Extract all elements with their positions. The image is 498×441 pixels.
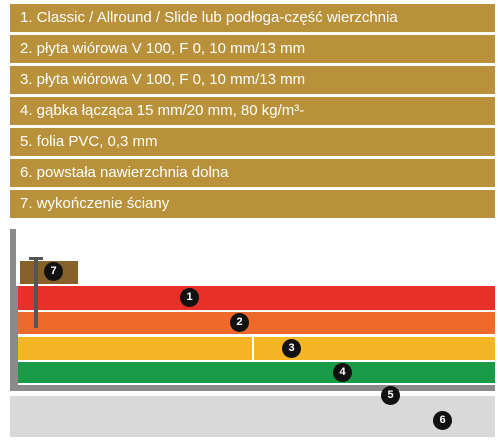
- legend-item-7: 7. wykończenie ściany: [10, 190, 495, 218]
- layer-5-pvc-foil-upturn: [16, 286, 18, 385]
- legend-item-6: 6. powstała nawierzchnia dolna: [10, 159, 495, 187]
- marker-6: 6: [433, 411, 452, 430]
- marker-4: 4: [333, 363, 352, 382]
- legend-item-4: 4. gąbka łącząca 15 mm/20 mm, 80 kg/m³-: [10, 97, 495, 125]
- layer-2-chipboard: [18, 312, 495, 334]
- marker-3: 3: [282, 339, 301, 358]
- layer-6-base-surface: [10, 396, 495, 437]
- marker-7: 7: [44, 262, 63, 281]
- layer-1-top-floor: [18, 286, 495, 310]
- layer-3-chipboard-left: [18, 337, 252, 360]
- fastener-shank: [34, 258, 38, 328]
- legend-item-3: 3. płyta wiórowa V 100, F 0, 10 mm/13 mm: [10, 66, 495, 94]
- legend: 1. Classic / Allround / Slide lub podłog…: [10, 4, 495, 221]
- legend-item-1: 1. Classic / Allround / Slide lub podłog…: [10, 4, 495, 32]
- layer-5-pvc-foil: [10, 385, 495, 391]
- wall: [10, 229, 16, 391]
- layer-3-chipboard-right: [254, 337, 495, 360]
- marker-5: 5: [381, 386, 400, 405]
- layer-4-foam: [18, 362, 495, 383]
- legend-item-2: 2. płyta wiórowa V 100, F 0, 10 mm/13 mm: [10, 35, 495, 63]
- legend-item-5: 5. folia PVC, 0,3 mm: [10, 128, 495, 156]
- marker-2: 2: [230, 313, 249, 332]
- marker-1: 1: [180, 288, 199, 307]
